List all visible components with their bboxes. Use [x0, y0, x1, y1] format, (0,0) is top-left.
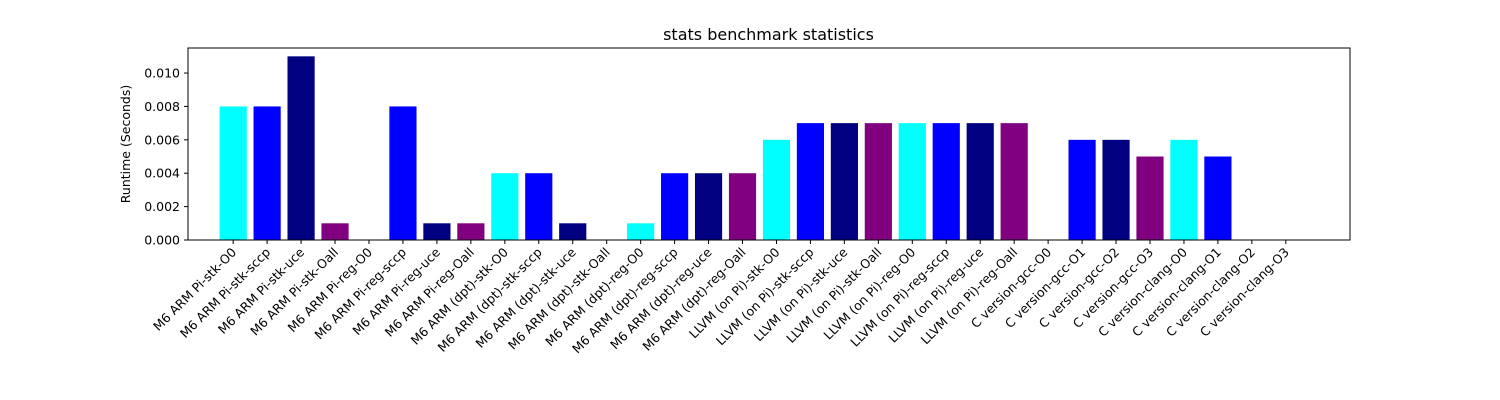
y-axis-label: Runtime (Seconds)	[118, 85, 133, 203]
bar-1	[253, 106, 281, 241]
bar-29	[1204, 156, 1232, 240]
bar-3	[321, 223, 349, 240]
chart-title: stats benchmark statistics	[663, 25, 874, 44]
bars-group	[219, 56, 1232, 241]
bar-27	[1136, 156, 1164, 240]
bar-10	[559, 223, 587, 240]
bar-25	[1068, 139, 1096, 240]
bar-0	[219, 106, 247, 241]
bar-28	[1170, 139, 1198, 240]
bar-2	[287, 56, 315, 240]
bar-22	[966, 123, 994, 240]
bar-21	[932, 123, 960, 240]
bar-12	[627, 223, 655, 240]
bar-23	[1000, 123, 1028, 240]
bar-17	[796, 123, 825, 240]
y-tick-label-2: 0.004	[144, 166, 180, 181]
bar-16	[762, 139, 791, 240]
bar-6	[423, 223, 451, 240]
y-tick-label-1: 0.002	[144, 199, 180, 214]
y-tick-label-4: 0.008	[144, 99, 180, 114]
bar-20	[898, 123, 926, 240]
bar-8	[491, 173, 519, 240]
plot-frame	[187, 47, 1351, 241]
y-tick-label-0: 0.000	[144, 233, 180, 248]
bar-14	[694, 173, 723, 240]
bar-19	[864, 123, 892, 240]
bar-15	[728, 173, 757, 240]
bar-26	[1102, 139, 1130, 240]
y-axis: 0.000 0.002 0.004 0.006 0.008 0.010	[144, 66, 188, 248]
bar-7	[457, 223, 485, 240]
bar-9	[525, 173, 553, 240]
bar-5	[389, 106, 417, 241]
bar-18	[830, 123, 858, 240]
y-tick-label-3: 0.006	[144, 132, 180, 147]
bar-13	[661, 173, 689, 240]
y-tick-label-5: 0.010	[144, 66, 180, 81]
